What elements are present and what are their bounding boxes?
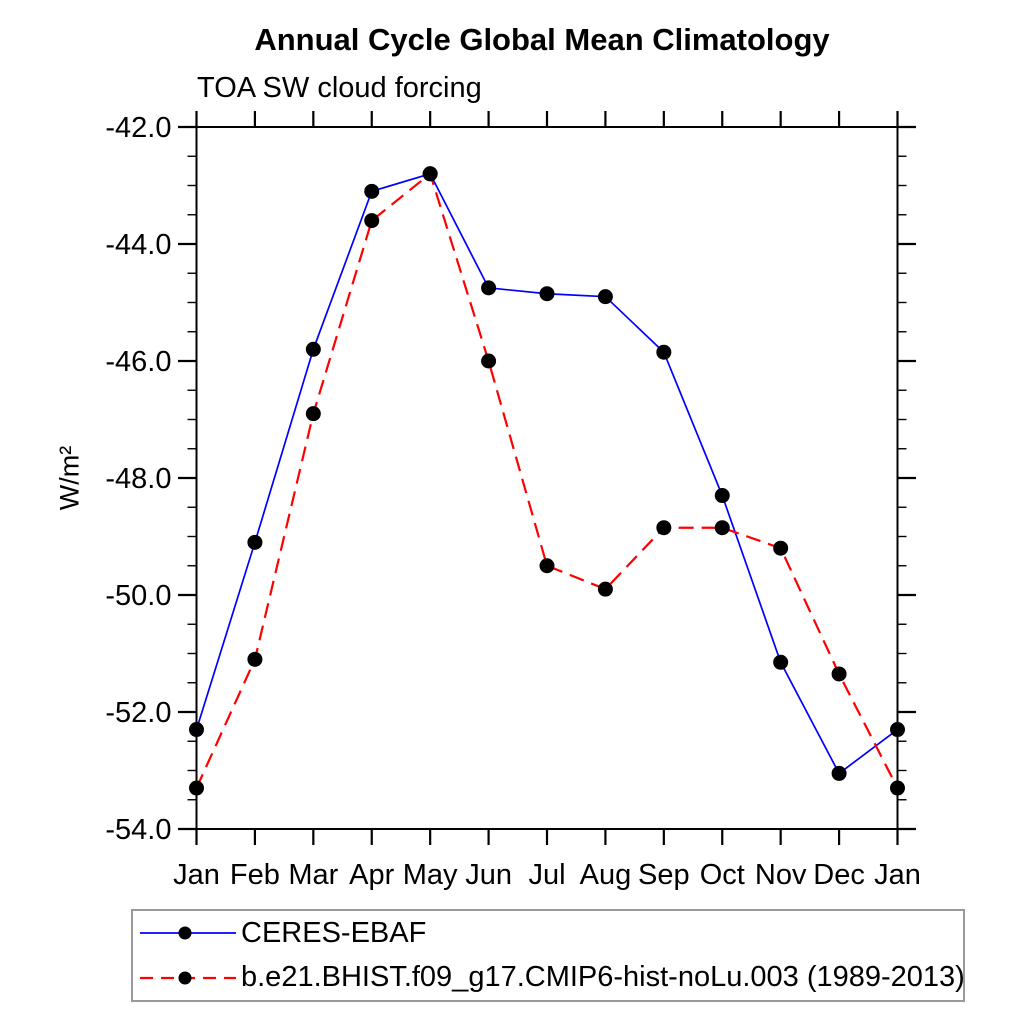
legend-label-model-run: b.e21.BHIST.f09_g17.CMIP6-hist-noLu.003 …: [241, 961, 965, 994]
legend-solid-line-marker-icon: [140, 926, 236, 940]
plot-frame: [195, 126, 899, 830]
x-tick-label: Sep: [638, 859, 690, 891]
data-point: [597, 289, 613, 305]
data-point: [481, 353, 497, 369]
data-point: [305, 406, 321, 422]
series-0-markers: [189, 166, 905, 781]
x-tick-label: Nov: [755, 859, 807, 891]
data-point: [773, 654, 789, 670]
data-point: [597, 581, 613, 597]
series-0-line: [195, 172, 899, 775]
data-point: [831, 765, 847, 781]
x-tick-label: Mar: [288, 859, 338, 891]
chart-title: Annual Cycle Global Mean Climatology: [254, 22, 830, 57]
x-tick-label: Oct: [700, 859, 745, 891]
legend-item-model-run: b.e21.BHIST.f09_g17.CMIP6-hist-noLu.003 …: [133, 956, 965, 1000]
data-point: [539, 558, 555, 574]
data-point: [773, 540, 789, 556]
x-tick-label: Jun: [465, 859, 512, 891]
data-point: [890, 780, 905, 796]
data-point: [890, 722, 905, 738]
x-tick-label: Apr: [349, 859, 394, 891]
x-tick-label: Dec: [813, 859, 865, 891]
x-tick-label: Jul: [528, 859, 565, 891]
legend-item-ceres-ebaf: CERES-EBAF: [133, 911, 963, 955]
x-tick-label: Aug: [580, 859, 632, 891]
data-point: [189, 722, 204, 738]
data-point: [831, 666, 847, 682]
data-point: [422, 166, 438, 182]
y-tick-label: -46.0: [105, 346, 171, 378]
series-1-path: [195, 171, 899, 789]
y-tick-label: -50.0: [105, 580, 171, 612]
data-point: [656, 520, 672, 536]
data-point: [481, 280, 497, 296]
x-axis: Jan Feb Mar Apr May Jun Jul Aug Sep Oct Nov Dec Jan: [173, 111, 921, 891]
data-point: [247, 651, 263, 667]
x-tick-label: May: [403, 859, 458, 891]
data-point: [364, 183, 380, 199]
y-tick-label: -54.0: [105, 814, 171, 846]
data-point: [714, 520, 730, 536]
data-point: [189, 780, 204, 796]
x-tick-label: Jan: [173, 859, 220, 891]
y-tick-label: -44.0: [105, 229, 171, 261]
data-point: [305, 341, 321, 357]
legend-dashed-line-marker-icon: [140, 971, 236, 985]
data-point: [656, 344, 672, 360]
series-0-path: [195, 172, 899, 775]
y-tick-label: -42.0: [105, 112, 171, 144]
y-axis: -42.0 -44.0 -46.0 -48.0 -50.0 -52.0 -54.0: [105, 112, 916, 846]
chart-subtitle: TOA SW cloud forcing: [197, 72, 482, 104]
y-tick-label: -52.0: [105, 697, 171, 729]
data-point: [364, 213, 380, 229]
legend: CERES-EBAF b.e21.BHIST.f09_g17.CMIP6-his…: [131, 909, 965, 1002]
series-1-markers: [189, 166, 905, 796]
legend-label-ceres-ebaf: CERES-EBAF: [241, 916, 427, 949]
x-tick-label: Jan: [874, 859, 921, 891]
x-tick-label: Feb: [230, 859, 280, 891]
y-tick-label: -48.0: [105, 463, 171, 495]
series-1-line: [195, 171, 899, 789]
data-point: [247, 534, 263, 550]
data-point: [714, 488, 730, 504]
data-point: [539, 286, 555, 302]
